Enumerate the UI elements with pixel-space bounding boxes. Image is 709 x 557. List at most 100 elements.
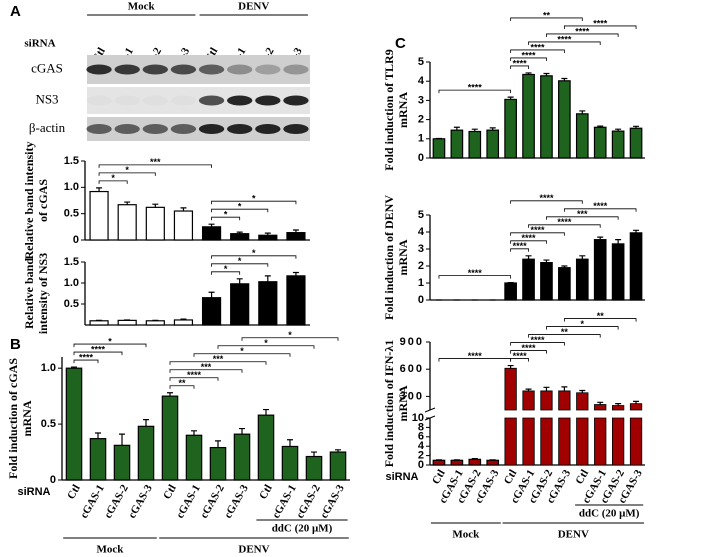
significance-label: * xyxy=(238,256,242,266)
significance-label: ** xyxy=(597,311,605,321)
group-label: DENV xyxy=(238,1,269,13)
error-bar xyxy=(180,207,187,212)
significance-label: **** xyxy=(187,370,202,380)
bar xyxy=(593,126,607,159)
significance-bracket xyxy=(510,57,547,61)
bar xyxy=(117,319,137,326)
bar xyxy=(281,445,299,481)
significance-bracket xyxy=(211,208,269,213)
significance-bracket xyxy=(169,361,267,365)
error-bar xyxy=(615,128,622,132)
error-bar xyxy=(71,366,77,369)
y-tick-label: 1 xyxy=(418,277,424,289)
significance-label: * xyxy=(125,165,129,175)
significance-bracket xyxy=(73,359,99,364)
bar xyxy=(185,434,203,481)
y-tick-label: 2 xyxy=(418,260,424,272)
significance-bracket xyxy=(438,275,512,279)
y-tick-label: 1.5 xyxy=(64,155,79,167)
group-label: DENV xyxy=(558,529,589,541)
significance-bracket xyxy=(241,337,339,341)
bar xyxy=(522,73,535,159)
error-bar xyxy=(208,291,215,298)
significance-bracket xyxy=(510,49,565,53)
significance-label: **** xyxy=(468,83,483,93)
significance-bracket xyxy=(217,345,315,349)
significance-bracket xyxy=(510,240,547,244)
significance-label: * xyxy=(224,264,228,274)
blot-band xyxy=(198,124,225,134)
significance-bracket xyxy=(98,180,128,184)
x-tick-label: cGAS-3 xyxy=(222,482,251,520)
y-axis-title: mRNA xyxy=(20,400,34,436)
significance-bracket xyxy=(546,216,619,220)
error-bar xyxy=(191,430,197,436)
x-tick-label: Ctl xyxy=(161,483,179,502)
error-bar xyxy=(633,400,640,404)
significance-bracket xyxy=(510,358,529,362)
blot-band xyxy=(198,64,225,75)
error-bar xyxy=(597,125,604,128)
panel-label: B xyxy=(10,336,21,353)
x-tick-label: cGAS-3 xyxy=(126,482,155,520)
error-bar xyxy=(597,236,604,240)
significance-bracket xyxy=(211,271,241,275)
significance-label: **** xyxy=(522,233,537,243)
error-bar xyxy=(180,318,187,320)
significance-bracket xyxy=(211,255,297,259)
y-tick-label: 10 xyxy=(412,412,424,424)
significance-label: **** xyxy=(557,217,572,227)
significance-bracket xyxy=(169,385,195,389)
bar xyxy=(117,204,137,241)
y-tick-label: 0 xyxy=(50,474,56,486)
bar xyxy=(65,367,83,481)
x-axis-title: siRNA xyxy=(17,486,50,498)
significance-label: ** xyxy=(543,10,551,20)
blot-band xyxy=(227,95,253,106)
significance-label: **** xyxy=(513,241,528,251)
bar xyxy=(540,390,553,466)
bar xyxy=(258,234,278,241)
error-bar xyxy=(239,427,245,435)
bar xyxy=(257,414,275,481)
error-bar xyxy=(561,386,568,391)
bar xyxy=(173,210,194,241)
bar xyxy=(594,404,607,466)
sirna-label: siRNA xyxy=(24,38,55,50)
error-bar xyxy=(543,386,550,391)
y-axis-title: mRNA xyxy=(396,239,410,275)
error-bar xyxy=(95,432,101,439)
blot-row-label: NS3 xyxy=(35,91,58,106)
bar xyxy=(89,190,109,241)
y-tick-label: 1.0 xyxy=(64,181,79,193)
y-tick-label: 3 xyxy=(418,243,424,255)
bar xyxy=(432,138,446,159)
significance-label: **** xyxy=(593,18,608,28)
y-tick-label: 1.5 xyxy=(64,256,79,268)
bar xyxy=(145,206,165,241)
blot-band xyxy=(143,96,168,106)
y-axis-title: mRNA xyxy=(396,385,410,421)
significance-bracket xyxy=(563,25,637,29)
y-tick-label: 0.5 xyxy=(64,208,79,220)
bar xyxy=(230,233,250,241)
error-bar xyxy=(236,278,243,284)
blot-band xyxy=(115,96,140,106)
error-bar xyxy=(633,229,640,233)
bar xyxy=(432,459,446,466)
significance-bracket xyxy=(563,208,637,212)
blot-band xyxy=(142,64,168,75)
x-tick-label: Ctl xyxy=(65,483,83,502)
error-bar xyxy=(471,458,478,460)
error-bar xyxy=(124,201,131,205)
significance-label: **** xyxy=(530,335,545,345)
significance-bracket xyxy=(528,41,601,45)
significance-label: *** xyxy=(150,157,161,167)
error-bar xyxy=(167,392,173,397)
bar xyxy=(89,320,109,326)
error-bar xyxy=(453,126,460,131)
blot-row-label: β-actin xyxy=(29,120,66,135)
bar xyxy=(230,283,250,326)
error-bar xyxy=(335,449,341,453)
y-axis-title: Fold induction of IFN-λ1 xyxy=(382,340,396,468)
